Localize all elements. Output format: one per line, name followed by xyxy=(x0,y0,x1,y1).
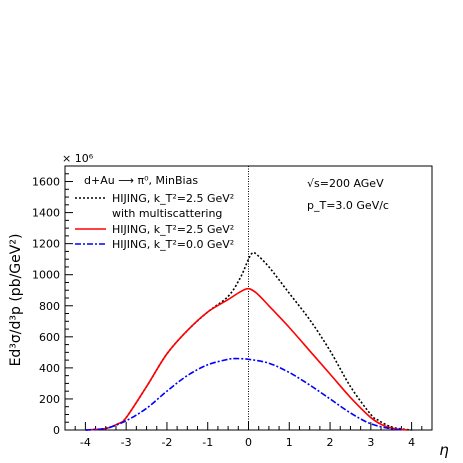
y-axis: 0 200 400 600 800 1000 1200 1400 1600 xyxy=(32,165,73,437)
y-tick-label: 1400 xyxy=(32,207,60,220)
reaction-annotation: d+Au ⟶ π⁰, MinBias xyxy=(84,174,198,187)
x-tick-label: -4 xyxy=(80,436,91,449)
series-lines xyxy=(85,251,412,431)
y-tick-label: 1200 xyxy=(32,238,60,251)
pt-annotation: p_T=3.0 GeV/c xyxy=(307,199,389,212)
legend: HIJING, k_T²=2.5 GeV² with multiscatterin… xyxy=(75,192,234,251)
x-tick-label: -2 xyxy=(161,436,172,449)
legend-label: HIJING, k_T²=0.0 GeV² xyxy=(112,238,234,251)
x-tick-label: -3 xyxy=(121,436,132,449)
y-axis-label: Ed³σ/d³p (pb/GeV²) xyxy=(8,234,24,367)
y-tick-label: 0 xyxy=(53,424,60,437)
y-tick-label: 1000 xyxy=(32,269,60,282)
x-tick-label: 4 xyxy=(408,436,415,449)
y-tick-label: 400 xyxy=(39,362,60,375)
y-tick-label: 1600 xyxy=(32,176,60,189)
legend-label-continued: with multiscattering xyxy=(112,207,222,220)
x-tick-label: 0 xyxy=(245,436,252,449)
x-axis: -4 -3 -2 -1 0 1 2 3 4 xyxy=(64,422,433,449)
x-axis-label: η xyxy=(439,441,449,459)
y-tick-label: 600 xyxy=(39,331,60,344)
legend-label: HIJING, k_T²=2.5 GeV² xyxy=(112,192,234,205)
energy-annotation: √s=200 AGeV xyxy=(307,177,384,190)
y-tick-label: 200 xyxy=(39,393,60,406)
series-line-kt2-0.0 xyxy=(85,357,404,431)
x-tick-label: 1 xyxy=(286,436,293,449)
y-tick-label: 800 xyxy=(39,300,60,313)
legend-label: HIJING, k_T²=2.5 GeV² xyxy=(112,223,234,236)
series-line-kt2-2.5 xyxy=(85,287,408,431)
x-tick-label: 2 xyxy=(327,436,334,449)
x-tick-label: -1 xyxy=(202,436,213,449)
y-multiplier-label: × 10⁶ xyxy=(62,152,94,165)
x-tick-label: 3 xyxy=(367,436,374,449)
